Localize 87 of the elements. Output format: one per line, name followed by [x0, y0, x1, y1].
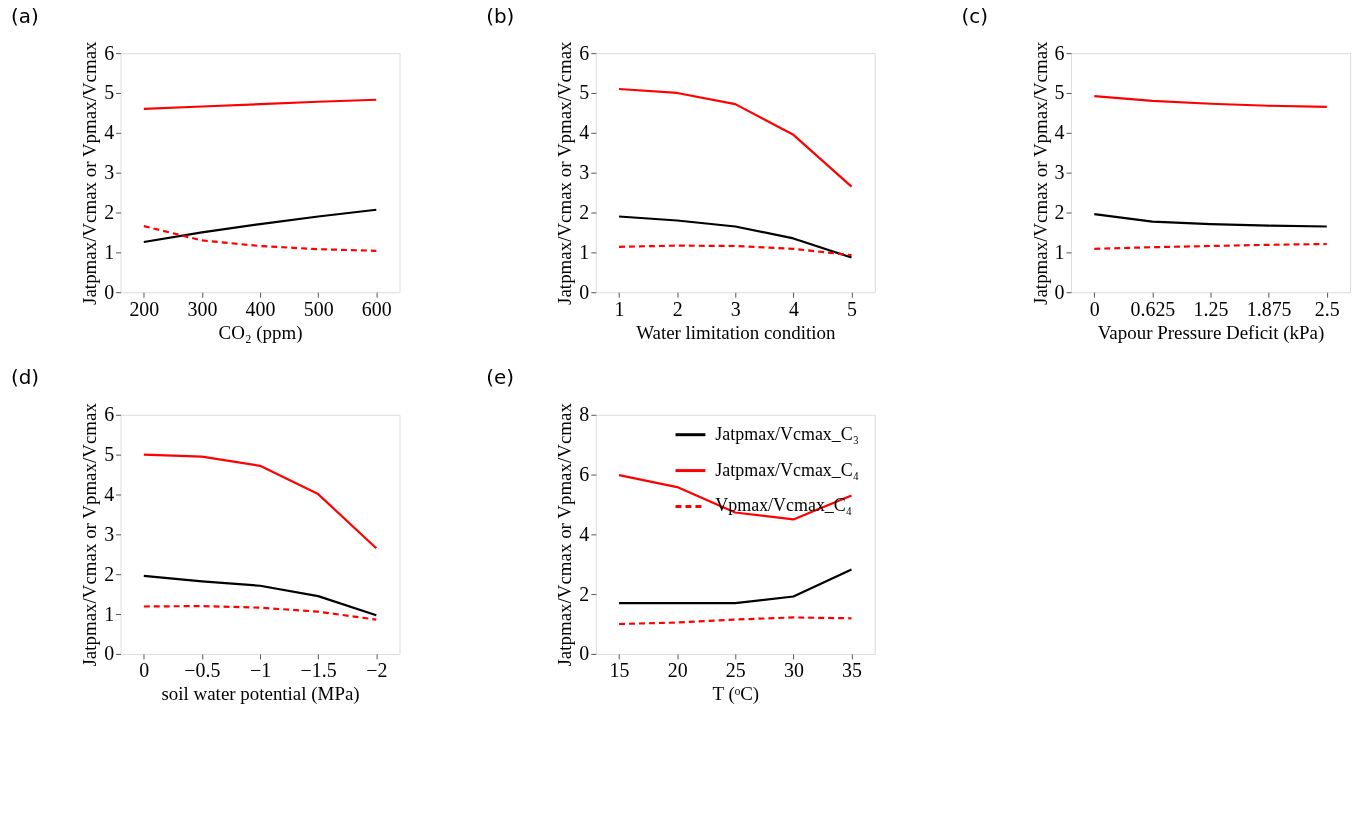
line-series: [142, 574, 378, 617]
x-tick-label: 15: [609, 659, 630, 682]
line-series: [142, 98, 378, 111]
x-tick-label: −1.5: [300, 659, 337, 682]
y-tick-label: 2: [104, 562, 115, 585]
y-tick-label: 4: [1054, 121, 1065, 144]
y-axis-title: Jatpmax/Vcmax or Vpmax/Vcmax: [554, 402, 576, 667]
y-tick-label: 0: [579, 280, 590, 303]
x-tick-label: 25: [725, 659, 746, 682]
y-tick-label: 2: [579, 201, 590, 223]
legend-label: Jatpmax/Vcmax_C₄: [715, 459, 859, 480]
y-axis-title: Jatpmax/Vcmax or Vpmax/Vcmax: [79, 40, 101, 305]
chart-title: (d): [10, 366, 40, 390]
x-axis-title: Water limitation condition: [636, 321, 836, 343]
line-series: [142, 453, 378, 550]
y-tick-label: 4: [579, 522, 590, 545]
x-tick-label: 35: [842, 659, 863, 682]
line-series: [1093, 213, 1328, 228]
y-tick-label: 4: [579, 121, 590, 144]
y-tick-label: 1: [1054, 240, 1065, 263]
x-tick-label: −2: [366, 659, 388, 682]
x-tick-label: 5: [847, 297, 858, 320]
x-tick-label: 3: [730, 297, 741, 320]
y-tick-label: 5: [104, 443, 115, 466]
y-tick-label: 3: [579, 161, 590, 184]
x-tick-label: 30: [783, 659, 804, 682]
y-tick-label: 0: [104, 642, 115, 665]
line-series: [142, 208, 378, 244]
line-series: [142, 224, 378, 252]
y-tick-label: 1: [104, 240, 115, 263]
y-tick-label: 0: [1054, 280, 1065, 303]
y-tick-label: 5: [104, 81, 115, 104]
y-tick-label: 0: [104, 280, 115, 303]
legend-label: Jatpmax/Vcmax_C₃: [715, 423, 859, 444]
y-tick-label: 6: [579, 463, 590, 486]
x-tick-label: 0: [1089, 297, 1100, 320]
x-tick-label: 0.625: [1130, 297, 1176, 320]
y-tick-label: 2: [104, 201, 115, 223]
x-tick-label: 1.25: [1193, 297, 1229, 320]
y-tick-label: 4: [104, 121, 115, 144]
chart-title: (a): [10, 4, 39, 28]
x-tick-label: 500: [303, 297, 334, 320]
y-tick-label: 0: [579, 642, 590, 665]
y-tick-label: 1: [579, 240, 590, 263]
y-tick-label: 1: [104, 602, 115, 625]
chart-title: (b): [486, 4, 515, 28]
x-tick-label: −1: [249, 659, 272, 682]
x-tick-label: 1: [614, 297, 625, 320]
x-tick-label: 2: [672, 297, 683, 320]
line-series: [1093, 95, 1328, 109]
y-tick-label: 6: [579, 41, 590, 64]
y-tick-label: 4: [104, 482, 115, 505]
chart-title: (e): [486, 366, 514, 390]
x-tick-label: 2.5: [1314, 297, 1340, 320]
x-tick-label: −0.5: [184, 659, 221, 682]
y-axis-title: Jatpmax/Vcmax or Vpmax/Vcmax: [79, 402, 101, 667]
x-tick-label: 0: [139, 659, 150, 682]
y-tick-label: 6: [1054, 41, 1065, 64]
y-tick-label: 6: [104, 403, 115, 426]
x-tick-label: 400: [245, 297, 276, 320]
x-axis-title: Vapour Pressure Deficit (kPa): [1097, 321, 1325, 344]
line-series: [142, 604, 378, 621]
y-axis-title: Jatpmax/Vcmax or Vpmax/Vcmax: [1029, 40, 1051, 305]
x-tick-label: 300: [187, 297, 218, 320]
y-tick-label: 3: [104, 522, 115, 545]
y-tick-label: 3: [104, 161, 115, 184]
x-tick-label: 20: [667, 659, 688, 682]
x-tick-label: 600: [361, 297, 392, 320]
y-tick-label: 5: [1054, 81, 1065, 104]
x-axis-title: T (ᵒC): [712, 683, 760, 706]
x-tick-label: 4: [788, 297, 799, 320]
y-axis-title: Jatpmax/Vcmax or Vpmax/Vcmax: [554, 40, 576, 305]
x-tick-label: 1.875: [1246, 297, 1292, 320]
chart-title: (c): [961, 4, 988, 28]
line-series: [617, 215, 853, 259]
y-tick-label: 8: [579, 403, 590, 426]
y-tick-label: 2: [1054, 201, 1065, 223]
x-tick-label: 200: [129, 297, 160, 320]
y-tick-label: 3: [1054, 161, 1065, 184]
y-tick-label: 5: [579, 81, 590, 104]
line-series: [617, 616, 853, 626]
line-series: [617, 244, 853, 257]
line-series: [617, 87, 853, 188]
x-axis-title: CO₂ (ppm): [218, 321, 303, 344]
y-tick-label: 6: [104, 41, 115, 64]
y-tick-label: 2: [579, 582, 590, 605]
x-axis-title: soil water potential (MPa): [161, 683, 360, 706]
